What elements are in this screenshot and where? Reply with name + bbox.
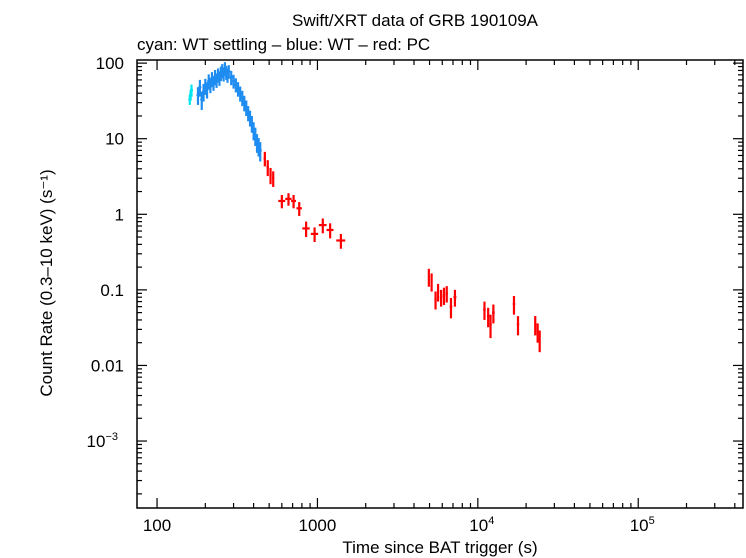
chart-subtitle: cyan: WT settling – blue: WT – red: PC <box>137 35 430 54</box>
data-point-pc <box>534 316 537 336</box>
data-point-pc <box>538 330 541 353</box>
data-point-pc <box>326 223 334 239</box>
data-point-pc <box>302 221 310 238</box>
data-point-pc <box>491 304 495 324</box>
y-tick-label: 1 <box>115 205 124 224</box>
data-point-pc <box>291 194 296 209</box>
data-point-wt <box>236 82 240 97</box>
data-point-pc <box>442 287 446 306</box>
x-axis-label: Time since BAT trigger (s) <box>342 538 537 557</box>
data-point-wt <box>227 65 231 79</box>
y-tick-label: 100 <box>96 54 124 73</box>
y-axis-label: Count Rate (0.3–10 keV) (s⁻¹) <box>37 169 56 396</box>
x-tick-label: 1000 <box>299 516 337 535</box>
data-point-pc <box>512 295 516 315</box>
data-point-pc <box>427 268 430 287</box>
data-point-wt <box>198 79 202 97</box>
data-point-pc <box>318 218 327 234</box>
y-tick-label: 10 <box>105 130 124 149</box>
data-point-pc <box>516 316 520 336</box>
chart-title: Swift/XRT data of GRB 190109A <box>292 11 539 30</box>
data-point-pc <box>434 291 437 310</box>
data-point-pc <box>449 298 453 319</box>
data-point-pc <box>296 202 302 216</box>
data-point-pc <box>436 283 440 302</box>
x-tick-label: 105 <box>630 515 655 535</box>
data-point-wt <box>232 74 236 89</box>
data-point-pc <box>272 171 275 187</box>
data-point-pc <box>278 194 286 209</box>
y-tick-label: 10−3 <box>87 431 118 451</box>
data-points-layer <box>188 62 541 353</box>
data-point-pc <box>453 289 457 307</box>
data-point-pc <box>430 273 433 292</box>
data-point-pc <box>285 193 292 206</box>
data-point-wt <box>229 70 233 86</box>
data-point-pc <box>536 323 539 343</box>
y-tick-label: 0.01 <box>91 356 124 375</box>
data-point-wt <box>234 78 238 93</box>
data-point-wt-settling <box>189 84 193 97</box>
plot-frame <box>136 59 744 509</box>
x-tick-label: 100 <box>143 516 171 535</box>
y-tick-label: 0.1 <box>100 281 124 300</box>
data-point-pc <box>483 301 486 320</box>
data-point-pc <box>489 314 492 339</box>
data-point-pc <box>263 151 267 167</box>
data-point-pc <box>439 289 443 307</box>
data-point-wt <box>258 142 262 162</box>
data-point-pc <box>445 286 448 303</box>
data-point-pc <box>336 233 346 249</box>
data-point-pc <box>269 167 272 185</box>
data-point-pc <box>266 160 269 177</box>
axes-layer: 100 1000 104 105 100 10 1 0.1 0.01 10−3 <box>87 54 743 535</box>
data-point-pc <box>310 227 319 242</box>
x-tick-label: 104 <box>469 515 494 535</box>
data-point-pc <box>486 307 490 328</box>
